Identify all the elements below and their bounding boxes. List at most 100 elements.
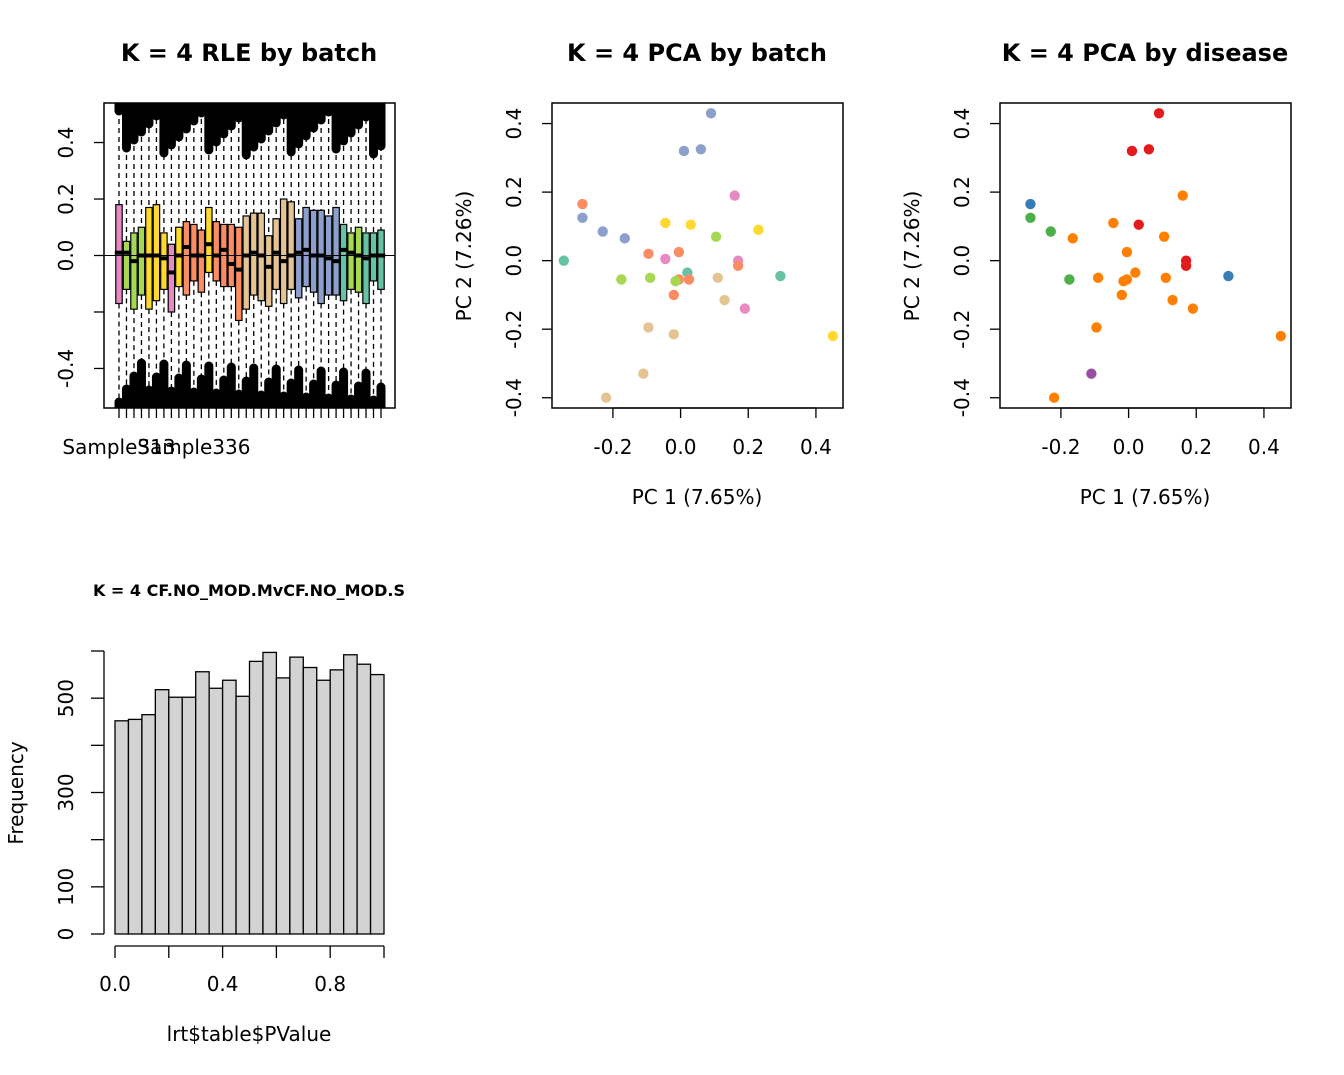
- pca-point: [577, 212, 588, 224]
- rle-box: [271, 103, 281, 408]
- rle-box-body: [190, 223, 198, 282]
- hist-xlabel: lrt$table$PValue: [167, 1022, 332, 1046]
- rle-box-body: [279, 198, 288, 305]
- hist-xtick-label: 0.0: [99, 972, 131, 996]
- rle-box-body: [152, 204, 161, 302]
- pca-point: [673, 246, 685, 258]
- rle-box: [354, 103, 364, 408]
- hist-ytick-label: 0: [54, 928, 78, 941]
- rle-box: [331, 103, 341, 408]
- pca-point: [729, 190, 740, 201]
- rle-box: [361, 103, 371, 408]
- pca-xtick-label: 0.0: [1113, 435, 1145, 459]
- pca-point: [1045, 226, 1056, 237]
- hist-bar: [329, 669, 345, 935]
- pca-batch-panel: K = 4 PCA by batch PC 1 (7.65%) PC 2 (7.…: [452, 39, 844, 509]
- rle-box-body: [130, 232, 138, 310]
- pca-point: [712, 272, 724, 283]
- pca-point: [638, 368, 649, 379]
- rle-box: [114, 103, 124, 408]
- pca-ytick-label: -0.4: [502, 378, 526, 417]
- hist-bar: [114, 720, 130, 935]
- hist-bar: [262, 651, 278, 935]
- pca-ytick-label: 0.2: [502, 176, 526, 208]
- hist-ylabel: Frequency: [4, 741, 28, 844]
- hist-title: K = 4 CF.NO_MOD.MvCF.NO_MOD.S: [93, 581, 405, 600]
- pca-point: [1064, 274, 1075, 285]
- rle-box-body: [302, 206, 310, 288]
- rle-ytick-label: 0.4: [54, 127, 78, 159]
- pca-point: [739, 303, 751, 314]
- rle-box-body: [242, 215, 251, 310]
- pca-point: [1091, 322, 1102, 333]
- hist-bar: [275, 677, 291, 935]
- rle-box: [166, 103, 176, 408]
- pca-xtick-label: 0.2: [732, 435, 764, 459]
- pca-xtick-label: 0.2: [1180, 435, 1212, 459]
- pca-point: [705, 108, 717, 119]
- hist-ytick-label: 500: [54, 679, 78, 717]
- hist-bar: [181, 696, 197, 935]
- rle-box-body: [354, 226, 363, 293]
- pca-point: [619, 233, 630, 244]
- hist-bar: [127, 718, 143, 935]
- hist-xtick-label: 0.8: [314, 972, 346, 996]
- hist-bar: [302, 666, 318, 935]
- pca-batch-ylabel: PC 2 (7.26%): [452, 191, 476, 322]
- hist-bar: [168, 696, 183, 935]
- pca-point: [644, 272, 656, 283]
- pca-point: [558, 255, 570, 266]
- hist-bar: [316, 679, 331, 935]
- rle-box: [174, 103, 184, 408]
- rle-box-body: [145, 206, 153, 310]
- pca-point: [660, 217, 671, 229]
- rle-box: [181, 103, 191, 408]
- pca-point: [668, 329, 680, 340]
- pca-point: [600, 392, 612, 403]
- pca-point: [1025, 212, 1036, 224]
- pca-point: [577, 198, 588, 210]
- pca-disease-ylabel: PC 2 (7.26%): [900, 191, 924, 322]
- pca-point: [1116, 289, 1128, 301]
- rle-box: [279, 103, 289, 408]
- pca-point: [1160, 272, 1172, 283]
- pca-disease-xlabel: PC 1 (7.65%): [1080, 485, 1211, 509]
- pvalue-histogram-panel: K = 4 CF.NO_MOD.MvCF.NO_MOD.S lrt$table$…: [4, 581, 405, 1046]
- hist-bar: [342, 654, 358, 935]
- hist-xtick-label: 0.4: [207, 972, 239, 996]
- rle-box-body: [137, 226, 146, 296]
- pca-point: [1130, 267, 1141, 278]
- pca-xtick-label: 0.4: [1248, 435, 1280, 459]
- rle-title: K = 4 RLE by batch: [121, 39, 377, 67]
- rle-box: [204, 103, 214, 408]
- rle-ytick-label: -0.4: [54, 349, 78, 388]
- rle-box: [249, 103, 259, 408]
- pca-point: [1126, 145, 1138, 157]
- rle-box-body: [287, 201, 295, 290]
- rle-xtick-label: Sample336: [137, 435, 250, 459]
- pca-point: [1133, 219, 1144, 230]
- rle-box-body: [377, 229, 385, 290]
- pca-disease-title: K = 4 PCA by disease: [1002, 39, 1289, 67]
- hist-bar: [248, 660, 264, 935]
- pca-point: [660, 253, 671, 265]
- rle-ytick-label: 0.0: [54, 240, 78, 272]
- pca-batch-xlabel: PC 1 (7.65%): [632, 485, 763, 509]
- hist-plot-area: 0 100 300 500 0.0 0.4 0.8: [54, 650, 385, 996]
- rle-box-body: [264, 235, 273, 307]
- pca-point: [1223, 270, 1234, 282]
- rle-box-body: [205, 206, 213, 274]
- pca-point: [827, 330, 839, 342]
- rle-box-body: [122, 240, 131, 290]
- rle-box-body: [362, 232, 370, 305]
- pca-point: [1121, 246, 1133, 258]
- rle-box: [294, 103, 304, 408]
- pca-point: [597, 226, 608, 237]
- pca-point: [670, 276, 681, 287]
- pca-point: [710, 231, 722, 242]
- pca-disease-panel: K = 4 PCA by disease PC 1 (7.65%) PC 2 (…: [900, 39, 1292, 509]
- pca-point: [1180, 260, 1192, 271]
- pca-point: [643, 248, 654, 259]
